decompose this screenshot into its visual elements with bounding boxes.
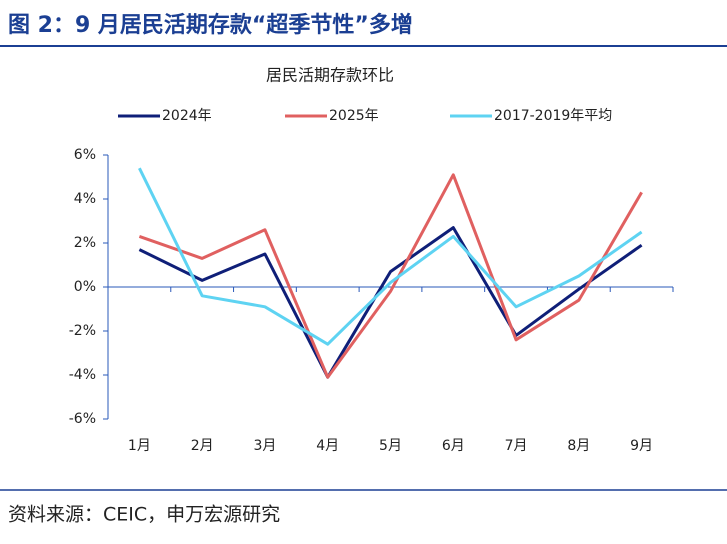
- x-tick-label: 6月: [442, 438, 465, 454]
- y-tick-label: 0%: [74, 279, 96, 295]
- y-tick-label: -6%: [69, 411, 96, 427]
- x-tick-label: 1月: [128, 438, 151, 454]
- y-tick-label: 6%: [74, 147, 96, 163]
- x-tick-label: 3月: [253, 438, 276, 454]
- legend-label: 2017-2019年平均: [494, 108, 612, 124]
- x-tick-label: 2月: [191, 438, 214, 454]
- source: 资料来源：CEIC，申万宏源研究: [8, 504, 280, 526]
- y-tick-label: -4%: [69, 367, 96, 383]
- legend-label: 2025年: [329, 108, 379, 124]
- y-tick-label: -2%: [69, 323, 96, 339]
- chart-title: 居民活期存款环比: [266, 66, 394, 85]
- y-tick-label: 4%: [74, 191, 96, 207]
- x-tick-label: 7月: [505, 438, 528, 454]
- header-title: 图 2：9 月居民活期存款“超季节性”多增: [8, 12, 413, 38]
- line-series: [138, 167, 643, 346]
- line-series: [138, 173, 643, 379]
- x-tick-label: 4月: [316, 438, 339, 454]
- legend-label: 2024年: [162, 108, 212, 124]
- x-tick-label: 8月: [567, 438, 590, 454]
- x-tick-label: 9月: [630, 438, 653, 454]
- x-tick-label: 5月: [379, 438, 402, 454]
- line-series: [138, 226, 643, 379]
- y-tick-label: 2%: [74, 235, 96, 251]
